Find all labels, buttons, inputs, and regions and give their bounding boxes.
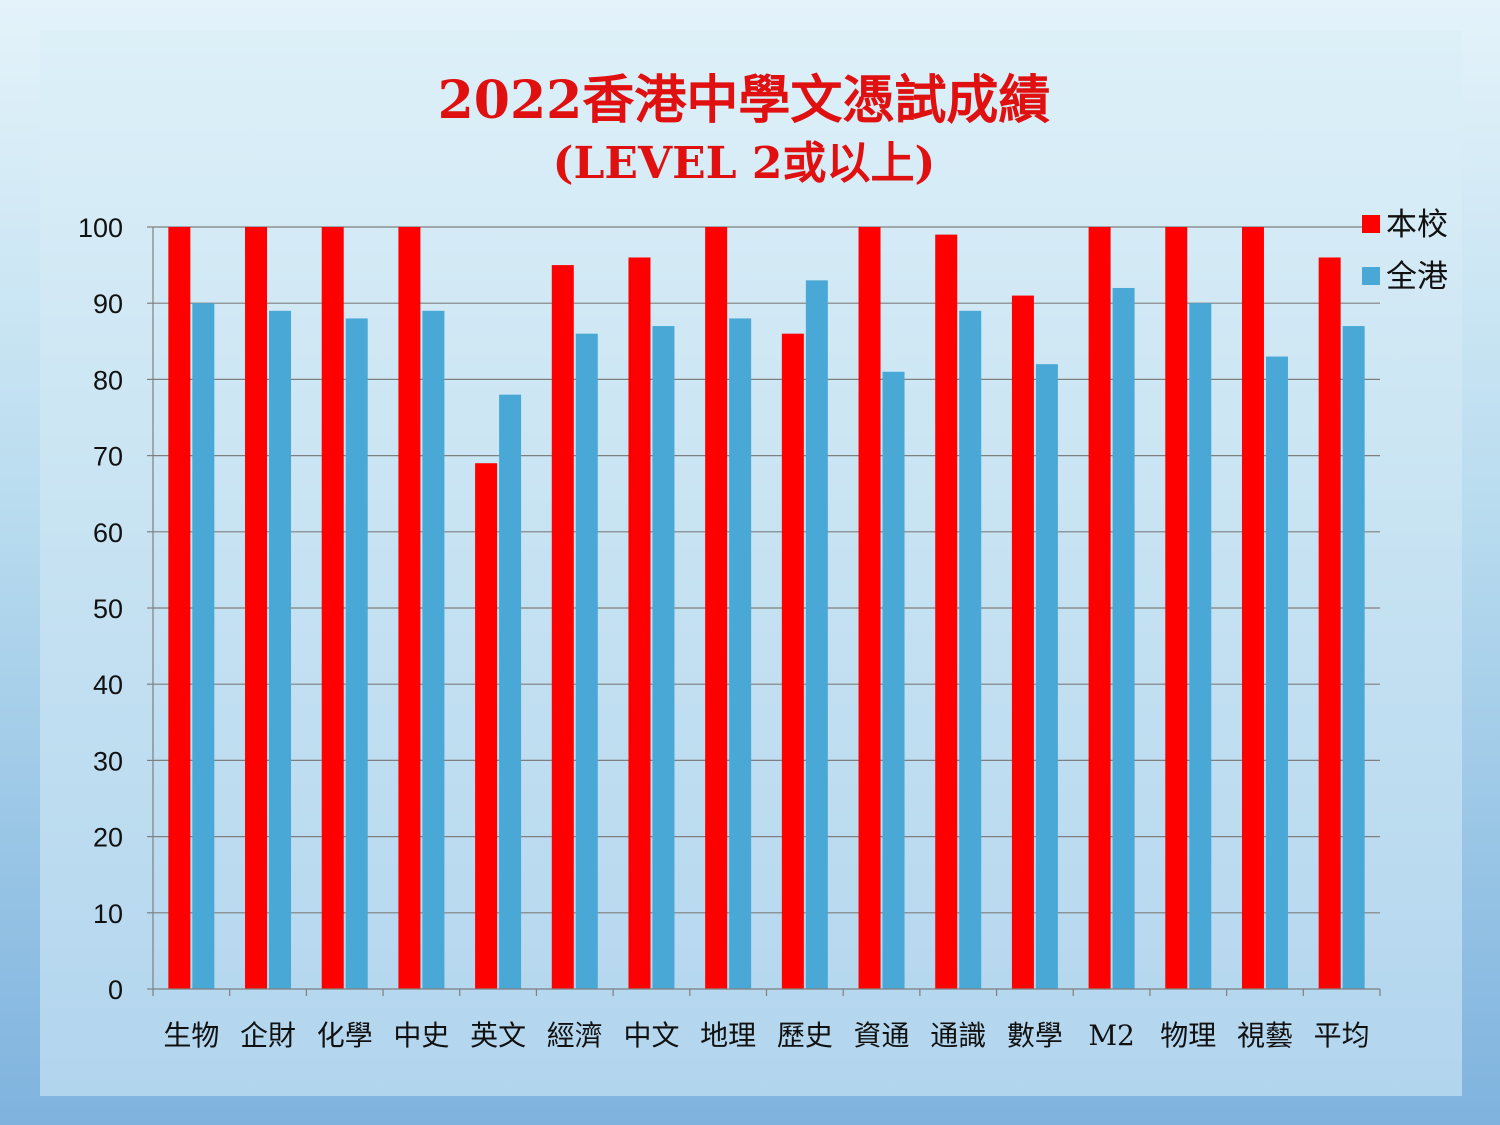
legend-label-本校: 本校: [1386, 207, 1448, 243]
bar-本校-英文: [475, 463, 498, 990]
x-tick-label-經濟: 經濟: [547, 1019, 603, 1052]
bar-本校-生物: [168, 227, 191, 989]
bar-全港-中史: [422, 310, 445, 989]
x-tick-label-中文: 中文: [623, 1019, 679, 1052]
y-tick-label-60: 60: [93, 518, 123, 548]
bar-全港-平均: [1342, 326, 1365, 989]
y-tick-label-0: 0: [108, 975, 123, 1005]
x-tick-label-中史: 中史: [393, 1019, 449, 1052]
y-tick-label-40: 40: [93, 670, 123, 700]
x-tick-label-通識: 通識: [930, 1019, 986, 1052]
bar-全港-生物: [192, 303, 215, 989]
y-tick-label-80: 80: [93, 365, 123, 395]
bar-本校-M2: [1088, 227, 1111, 989]
x-tick-label-歷史: 歷史: [777, 1019, 833, 1052]
bar-本校-企財: [245, 227, 268, 989]
bar-全港-數學: [1035, 364, 1058, 989]
x-tick-label-平均: 平均: [1314, 1019, 1370, 1052]
x-tick-label-資通: 資通: [854, 1019, 910, 1052]
x-axis-labels: 生物 企財 化學 中史 英文 經濟 中文 地理 歷史 資通 通識 數學 M2 物理 視藝 平均: [163, 1019, 1369, 1052]
bar-本校-中史: [398, 227, 421, 989]
bar-全港-企財: [269, 310, 292, 989]
bar-全港-中文: [652, 326, 675, 989]
bar-本校-歷史: [781, 333, 804, 989]
bar-全港-英文: [499, 394, 522, 989]
bar-本校-視藝: [1241, 227, 1264, 989]
bar-全港-化學: [345, 318, 368, 989]
bar-本校-平均: [1318, 257, 1341, 989]
y-tick-label-70: 70: [93, 442, 123, 472]
bar-本校-數學: [1011, 295, 1034, 990]
bar-本校-通識: [935, 234, 958, 989]
legend-swatch-本校: [1362, 215, 1380, 233]
x-tick-label-地理: 地理: [700, 1019, 756, 1052]
x-tick-label-企財: 企財: [240, 1019, 296, 1052]
bar-全港-物理: [1189, 303, 1212, 989]
x-tick-label-生物: 生物: [163, 1019, 219, 1052]
y-tick-label-30: 30: [93, 746, 123, 776]
legend-swatch-全港: [1362, 267, 1380, 285]
x-tick-label-視藝: 視藝: [1237, 1019, 1293, 1052]
bar-本校-地理: [705, 227, 728, 989]
bar-本校-資通: [858, 227, 881, 989]
legend-label-全港: 全港: [1386, 259, 1448, 295]
bar-本校-經濟: [551, 265, 574, 990]
x-tick-label-物理: 物理: [1160, 1019, 1216, 1052]
chart-title: 2022香港中學文憑試成績: [438, 70, 1051, 131]
chart-panel: 2022香港中學文憑試成績 (LEVEL 2或以上) 0 10 20 30 40 50 60…: [40, 30, 1462, 1096]
x-tick-label-M2: M2: [1088, 1019, 1134, 1052]
bar-chart: 2022香港中學文憑試成績 (LEVEL 2或以上) 0 10 20 30 40 50 60…: [78, 70, 1448, 1052]
y-tick-label-50: 50: [93, 594, 123, 624]
axes: [152, 227, 1381, 996]
x-tick-label-化學: 化學: [317, 1019, 373, 1052]
bar-全港-歷史: [805, 280, 828, 990]
bar-本校-化學: [321, 227, 344, 989]
bar-全港-視藝: [1265, 356, 1288, 989]
x-tick-label-數學: 數學: [1007, 1019, 1063, 1052]
bar-全港-通識: [959, 310, 982, 989]
chart-subtitle: (LEVEL 2或以上): [553, 138, 936, 189]
y-tick-label-100: 100: [78, 213, 123, 243]
x-tick-label-英文: 英文: [470, 1019, 526, 1052]
bar-本校-物理: [1165, 227, 1188, 989]
y-axis-ticks: 0 10 20 30 40 50 60 70 80 90 100: [78, 213, 153, 1005]
bar-全港-資通: [882, 371, 905, 989]
y-tick-label-10: 10: [93, 899, 123, 929]
y-tick-label-20: 20: [93, 823, 123, 853]
bar-全港-地理: [729, 318, 752, 989]
bar-全港-M2: [1112, 287, 1135, 990]
bars: [168, 227, 1365, 990]
y-tick-label-90: 90: [93, 289, 123, 319]
bar-全港-經濟: [575, 333, 598, 989]
bar-本校-中文: [628, 257, 651, 989]
